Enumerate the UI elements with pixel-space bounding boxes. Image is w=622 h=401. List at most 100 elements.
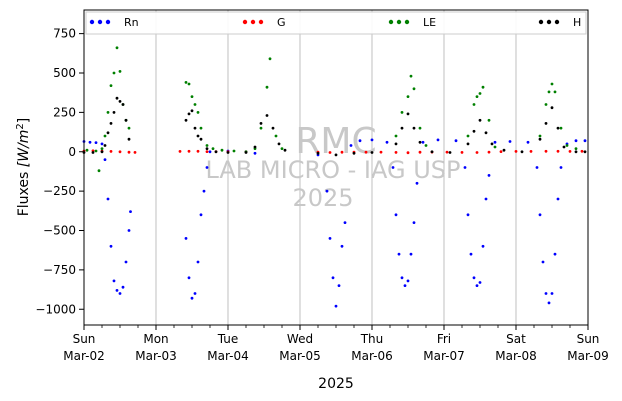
data-point — [394, 213, 398, 217]
data-point — [334, 304, 338, 308]
data-point — [565, 144, 569, 147]
data-point — [508, 140, 512, 143]
data-point — [100, 150, 104, 154]
data-point — [277, 142, 281, 146]
series-le — [85, 46, 578, 173]
data-point — [187, 82, 191, 86]
data-point — [394, 142, 398, 146]
data-point — [484, 197, 488, 201]
data-point — [358, 139, 362, 143]
legend-label-rn: Rn — [124, 16, 139, 29]
data-point — [418, 126, 422, 130]
data-point — [103, 158, 107, 162]
data-point — [109, 150, 113, 153]
data-point — [106, 197, 110, 201]
data-point — [487, 118, 491, 122]
data-point — [379, 150, 383, 154]
data-point — [187, 276, 191, 280]
data-point — [190, 95, 194, 98]
y-tick-label: −250 — [43, 184, 76, 198]
data-point — [400, 111, 404, 114]
y-tick-label: −500 — [43, 224, 76, 238]
data-point — [466, 142, 470, 146]
data-point — [574, 147, 578, 151]
legend-box — [85, 11, 587, 35]
data-point — [196, 260, 200, 264]
data-point — [127, 126, 131, 130]
data-point — [133, 151, 137, 154]
legend: Rn G LE H — [85, 11, 587, 35]
data-point — [196, 111, 200, 114]
data-point — [538, 134, 542, 138]
watermark-line-2: LAB MICRO - IAG USP — [205, 156, 460, 184]
legend-label-le: LE — [423, 16, 436, 29]
legend-marker — [546, 19, 552, 25]
y-tick-label: 250 — [53, 105, 76, 119]
data-point — [88, 140, 92, 144]
data-point — [535, 166, 539, 169]
data-point — [466, 134, 470, 138]
legend-label-g: G — [277, 16, 286, 29]
data-point — [562, 145, 566, 149]
data-point — [544, 122, 548, 125]
legend-marker — [242, 19, 248, 25]
y-tick-label: −750 — [43, 263, 76, 277]
data-point — [391, 166, 395, 169]
data-point — [106, 111, 110, 114]
legend-marker — [105, 19, 111, 25]
data-point — [205, 144, 209, 147]
data-point — [331, 276, 335, 280]
data-point — [112, 111, 116, 114]
data-point — [265, 114, 269, 117]
data-point — [184, 237, 188, 240]
data-point — [520, 150, 524, 154]
data-point — [550, 82, 554, 86]
data-point — [568, 150, 572, 153]
data-point — [106, 131, 110, 135]
data-point — [385, 140, 389, 144]
data-point — [529, 150, 533, 153]
data-point — [112, 279, 116, 283]
x-tick-label-day: Tue — [217, 332, 239, 346]
x-tick-label-date: Mar-09 — [567, 349, 608, 363]
data-point — [316, 151, 320, 155]
data-point — [127, 229, 131, 232]
data-point — [487, 174, 491, 177]
data-point — [466, 213, 470, 217]
legend-marker — [554, 19, 560, 25]
data-point — [556, 149, 560, 153]
data-point — [412, 87, 416, 91]
data-point — [454, 139, 458, 143]
data-point — [271, 126, 275, 130]
x-tick-label-date: Mar-06 — [351, 349, 392, 363]
data-point — [328, 237, 332, 240]
data-point — [283, 148, 287, 152]
data-point — [196, 134, 200, 138]
data-point — [103, 144, 107, 147]
data-point — [109, 122, 113, 125]
data-point — [202, 189, 206, 193]
data-point — [205, 166, 209, 169]
data-point — [481, 244, 485, 248]
y-axis-title-close: ] — [16, 118, 32, 123]
data-point — [91, 151, 95, 154]
data-point — [337, 284, 341, 287]
legend-marker — [404, 19, 410, 25]
x-tick-label-day: Mon — [143, 332, 168, 346]
data-point — [472, 103, 476, 106]
data-point — [409, 74, 413, 78]
watermark: RMC LAB MICRO - IAG USP 2025 — [205, 121, 460, 212]
data-point — [406, 112, 410, 116]
legend-marker — [538, 19, 544, 25]
data-point — [115, 96, 119, 100]
x-tick-label-date: Mar-05 — [279, 349, 320, 363]
y-axis: −1000 −750 −500 −250 0 250 500 750 — [35, 27, 84, 316]
data-point — [478, 118, 482, 122]
data-point — [550, 292, 554, 295]
data-point — [469, 252, 473, 256]
grid-lines — [83, 10, 589, 325]
data-point — [538, 213, 542, 217]
data-point — [409, 252, 413, 256]
y-tick-label: −1000 — [35, 302, 76, 316]
